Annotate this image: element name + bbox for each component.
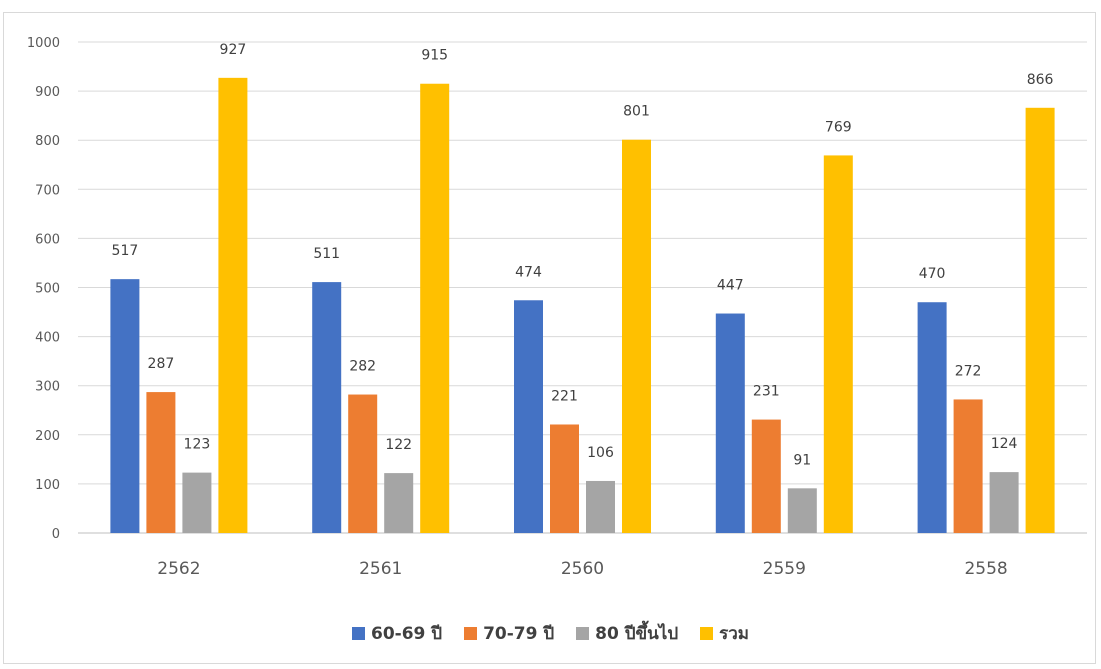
- bar: [146, 392, 176, 533]
- chart-frame: [3, 12, 1096, 664]
- data-label: 287: [148, 356, 175, 372]
- bar: [787, 488, 817, 533]
- bar: [514, 300, 543, 533]
- legend-item: 60-69 ปี: [351, 620, 443, 647]
- data-label: 769: [825, 119, 852, 135]
- legend-swatch: [576, 627, 590, 640]
- y-tick-label: 700: [35, 183, 60, 198]
- data-label: 447: [717, 278, 744, 294]
- data-label: 122: [385, 437, 412, 453]
- bar: [989, 472, 1019, 533]
- y-axis-ticks: 0 100 200 300 400 500 600 700 800 900 1000: [27, 36, 60, 542]
- legend-label: 70-79 ปี: [483, 624, 555, 644]
- data-label: 123: [184, 437, 211, 453]
- bars: [110, 77, 1055, 534]
- bar: [953, 399, 983, 533]
- bar: [751, 419, 781, 533]
- y-tick-label: 100: [35, 478, 60, 493]
- y-tick-label: 200: [35, 429, 60, 444]
- bar: [715, 313, 745, 533]
- bar: [420, 83, 450, 534]
- bar: [218, 77, 248, 533]
- data-label: 474: [515, 264, 542, 280]
- y-tick-label: 600: [35, 232, 60, 247]
- y-tick-label: 500: [35, 282, 60, 297]
- legend-swatch: [351, 627, 365, 640]
- legend-swatch: [464, 627, 478, 640]
- legend-label: 80 ปีขึ้นไป: [595, 624, 679, 644]
- bar: [917, 302, 947, 533]
- y-tick-label: 0: [52, 527, 60, 542]
- data-label: 106: [587, 445, 614, 461]
- data-labels: 517 287 123 927 511 282 122 915 474 221 106 801 447 2…: [112, 42, 1054, 468]
- data-label: 470: [919, 266, 946, 282]
- bar: [182, 472, 212, 533]
- data-label: 282: [349, 359, 376, 375]
- bar: [823, 155, 853, 533]
- bar: [348, 394, 378, 533]
- y-tick-label: 900: [35, 85, 60, 100]
- legend-item: 70-79 ปี: [464, 620, 554, 647]
- x-category-label: 2560: [561, 559, 604, 579]
- bar: [550, 424, 579, 533]
- y-tick-label: 400: [35, 331, 60, 346]
- x-category-label: 2559: [763, 559, 806, 579]
- x-category-label: 2561: [359, 559, 402, 579]
- data-label: 866: [1027, 72, 1054, 88]
- y-tick-label: 800: [35, 134, 60, 149]
- legend-item: 80 ปีขึ้นไป: [576, 620, 678, 647]
- legend-item: รวม: [700, 620, 749, 647]
- data-label: 272: [955, 363, 982, 379]
- data-label: 231: [753, 384, 780, 400]
- data-label: 801: [623, 104, 650, 120]
- legend-label: รวม: [719, 624, 750, 644]
- data-label: 511: [313, 246, 340, 262]
- y-tick-label: 300: [35, 380, 60, 395]
- bar: [586, 480, 615, 533]
- bar: [312, 282, 342, 533]
- data-label: 915: [421, 48, 448, 64]
- data-label: 124: [991, 436, 1018, 452]
- y-tick-label: 1000: [27, 36, 60, 51]
- data-label: 221: [551, 388, 578, 404]
- data-label: 927: [220, 42, 247, 58]
- x-axis-categories: 2562 2561 2560 2559 2558: [157, 559, 1007, 579]
- x-category-label: 2558: [964, 559, 1007, 579]
- legend-label: 60-69 ปี: [370, 624, 443, 644]
- x-category-label: 2562: [157, 559, 200, 579]
- legend: 60-69 ปี 70-79 ปี 80 ปีขึ้นไป รวม: [0, 620, 1101, 647]
- bar: [110, 279, 140, 533]
- legend-swatch: [700, 627, 714, 640]
- data-label: 517: [112, 243, 139, 259]
- bar: [384, 473, 414, 533]
- bar: [1025, 107, 1055, 533]
- data-label: 91: [793, 452, 811, 468]
- bar: [622, 139, 651, 534]
